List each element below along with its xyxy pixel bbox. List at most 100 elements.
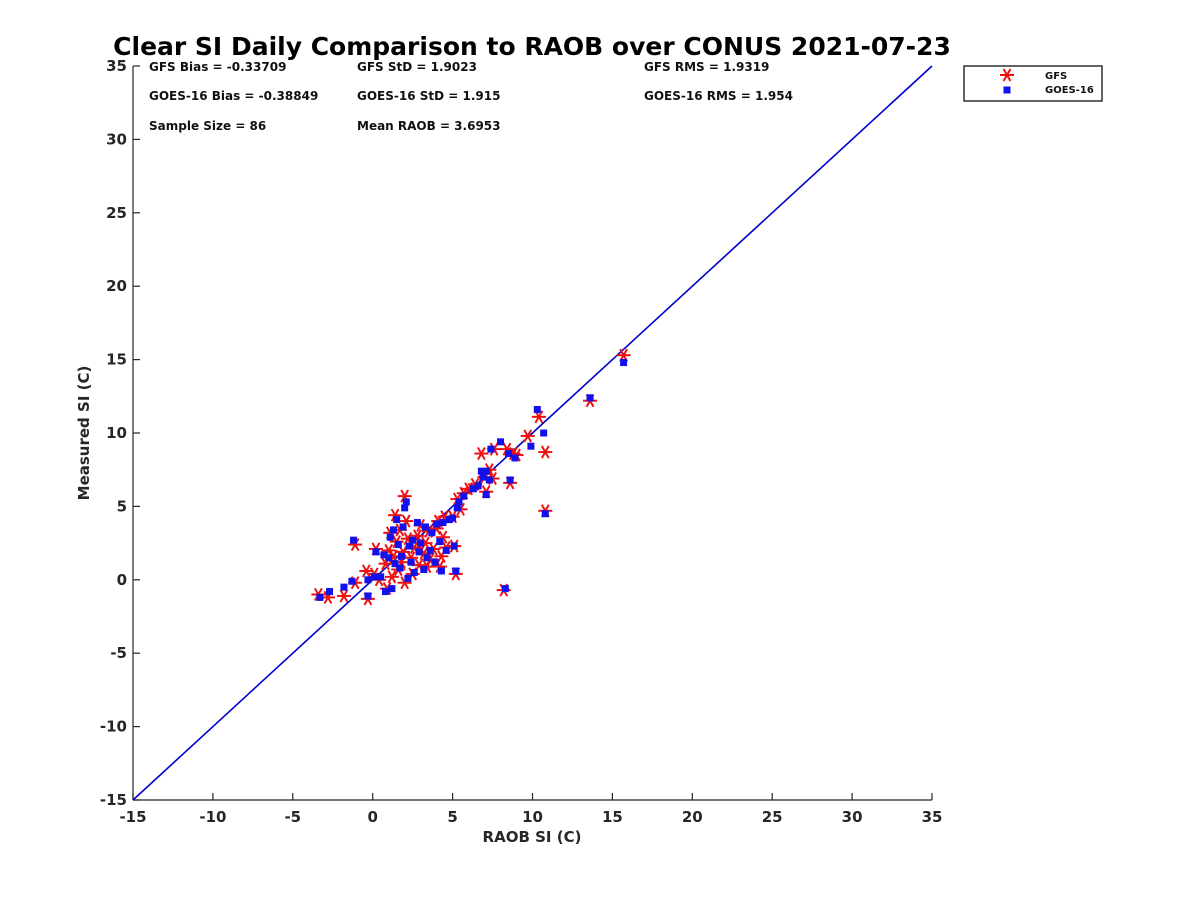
y-tick-label: 25 xyxy=(106,204,127,222)
goes-16-point xyxy=(370,573,378,581)
gfs-point xyxy=(474,446,489,461)
goes-16-point xyxy=(477,467,485,475)
goes-16-point xyxy=(407,558,415,566)
goes-16-point xyxy=(401,504,409,512)
goes-16-point xyxy=(388,585,396,593)
legend-gfs-marker xyxy=(1000,68,1014,82)
goes-16-point xyxy=(479,473,487,481)
x-tick-label: 25 xyxy=(762,808,783,826)
stat-goes-rms: GOES-16 RMS = 1.954 xyxy=(644,89,793,103)
gfs-marker-stroke xyxy=(400,489,410,503)
goes-16-point xyxy=(455,498,463,506)
y-tick-label: 20 xyxy=(106,277,127,295)
goes-16-point xyxy=(482,491,490,499)
stat-gfs-std: GFS StD = 1.9023 xyxy=(357,60,477,74)
stat-goes-std: GOES-16 StD = 1.915 xyxy=(357,89,500,103)
gfs-marker-stroke xyxy=(339,589,349,603)
y-tick-label: -15 xyxy=(100,791,127,809)
goes-16-point xyxy=(326,588,334,596)
gfs-point xyxy=(520,429,535,443)
goes-16-point xyxy=(397,552,405,560)
gfs-marker-stroke xyxy=(350,538,360,552)
goes-16-point xyxy=(415,548,423,556)
gfs-marker-stroke xyxy=(540,445,550,459)
goes-16-point xyxy=(452,567,460,575)
gfs-point xyxy=(384,570,399,584)
legend-gfs-label: GFS xyxy=(1045,71,1067,82)
goes-16-point xyxy=(409,536,417,544)
y-tick-label: 35 xyxy=(106,57,127,75)
gfs-marker-stroke xyxy=(419,546,429,560)
gfs-point xyxy=(359,564,374,578)
stat-gfs-rms: GFS RMS = 1.9319 xyxy=(644,60,769,74)
goes-16-point xyxy=(426,546,434,554)
gfs-marker-stroke xyxy=(361,564,371,578)
legend-gfs-asterisk xyxy=(1000,68,1014,82)
goes-16-point xyxy=(541,510,549,518)
goes-16-point xyxy=(372,548,380,556)
goes-16-point xyxy=(420,566,428,574)
y-tick-label: 15 xyxy=(106,351,127,369)
x-tick-label: 35 xyxy=(922,808,943,826)
stat-mean-raob: Mean RAOB = 3.6953 xyxy=(357,119,501,133)
goes-16-point xyxy=(396,564,404,572)
x-tick-label: 0 xyxy=(367,808,377,826)
goes-16-point xyxy=(485,476,493,484)
gfs-point xyxy=(538,445,553,459)
goes-16-point xyxy=(413,519,421,527)
gfs-marker-stroke xyxy=(403,532,413,546)
goes-16-point xyxy=(405,542,413,550)
legend: GFS GOES-16 xyxy=(963,65,1103,102)
goes-16-point xyxy=(389,526,397,534)
goes-16-point xyxy=(399,523,407,531)
goes-16-point xyxy=(404,574,412,582)
gfs-marker-stroke xyxy=(508,446,518,461)
x-tick-label: 10 xyxy=(522,808,543,826)
gfs-marker-stroke xyxy=(534,410,544,424)
y-tick-label: 5 xyxy=(117,497,127,515)
goes-16-point xyxy=(402,498,410,506)
goes-16-point xyxy=(511,454,519,462)
gfs-marker-stroke xyxy=(387,570,397,584)
legend-box xyxy=(963,65,1103,102)
goes-16-point xyxy=(442,546,450,554)
goes-16-point xyxy=(533,406,541,414)
goes-16-point xyxy=(391,560,399,568)
goes-16-point xyxy=(410,568,418,576)
chart-title: Clear SI Daily Comparison to RAOB over C… xyxy=(113,32,951,61)
goes-16-point xyxy=(364,592,372,600)
goes-16-point xyxy=(433,520,441,528)
stat-sample-size: Sample Size = 86 xyxy=(149,119,266,133)
one-to-one-line xyxy=(132,65,933,801)
y-tick-label: 10 xyxy=(106,424,127,442)
goes-16-point xyxy=(527,442,535,450)
goes-16-point xyxy=(501,585,509,593)
data-series xyxy=(311,348,631,606)
goes-16-point xyxy=(350,536,358,544)
goes-16-point xyxy=(385,554,393,562)
goes-16-point xyxy=(450,542,458,550)
x-tick-label: -10 xyxy=(199,808,226,826)
goes-16-point xyxy=(428,529,436,537)
gfs-marker-stroke xyxy=(409,540,419,555)
goes-16-point xyxy=(505,450,513,458)
goes-16-point xyxy=(381,588,389,596)
x-tick-label: 20 xyxy=(682,808,703,826)
series-goes-16 xyxy=(316,359,628,601)
y-tick-label: -5 xyxy=(110,644,127,662)
x-axis-ticks: -15 -10 -5 0 5 10 15 20 25 30 35 xyxy=(119,793,942,826)
goes-16-point xyxy=(436,538,444,546)
gfs-marker-stroke xyxy=(502,442,512,456)
goes-16-point xyxy=(394,541,402,549)
goes-16-point xyxy=(364,576,372,584)
goes-16-point xyxy=(497,438,505,446)
goes-16-point xyxy=(506,476,514,484)
x-tick-label: -15 xyxy=(119,808,146,826)
gfs-marker-stroke xyxy=(476,446,486,461)
legend-goes-square xyxy=(1003,86,1011,94)
goes-16-point xyxy=(316,593,324,601)
stat-goes-bias: GOES-16 Bias = -0.38849 xyxy=(149,89,318,103)
goes-16-point xyxy=(586,394,594,402)
goes-16-point xyxy=(474,482,482,490)
